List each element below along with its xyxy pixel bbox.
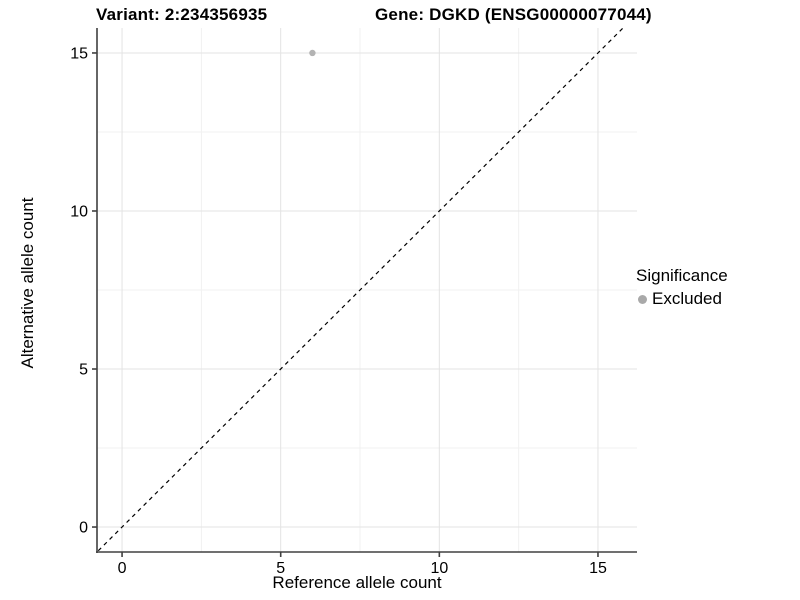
plot-title-gene: Gene: DGKD (ENSG00000077044) bbox=[375, 5, 652, 24]
plot-title-variant: Variant: 2:234356935 bbox=[96, 5, 268, 24]
legend-point-icon bbox=[638, 294, 647, 304]
legend-title: Significance bbox=[636, 266, 728, 285]
identity-dashed-line bbox=[97, 28, 624, 552]
y-tick-label: 15 bbox=[70, 45, 88, 62]
y-tick-label: 10 bbox=[70, 203, 88, 220]
y-tick-label: 5 bbox=[79, 362, 88, 379]
x-axis-label: Reference allele count bbox=[272, 573, 442, 592]
x-tick-label: 15 bbox=[589, 560, 607, 577]
legend-item-excluded: Excluded bbox=[636, 289, 728, 309]
legend: Significance Excluded bbox=[636, 266, 728, 309]
y-axis-label: Alternative allele count bbox=[18, 197, 37, 369]
x-tick-label: 5 bbox=[276, 560, 285, 577]
x-tick-label: 0 bbox=[118, 560, 127, 577]
x-tick-label: 10 bbox=[430, 560, 448, 577]
y-tick-label: 0 bbox=[79, 520, 88, 537]
legend-item-label: Excluded bbox=[652, 289, 722, 308]
data-point bbox=[309, 49, 316, 57]
